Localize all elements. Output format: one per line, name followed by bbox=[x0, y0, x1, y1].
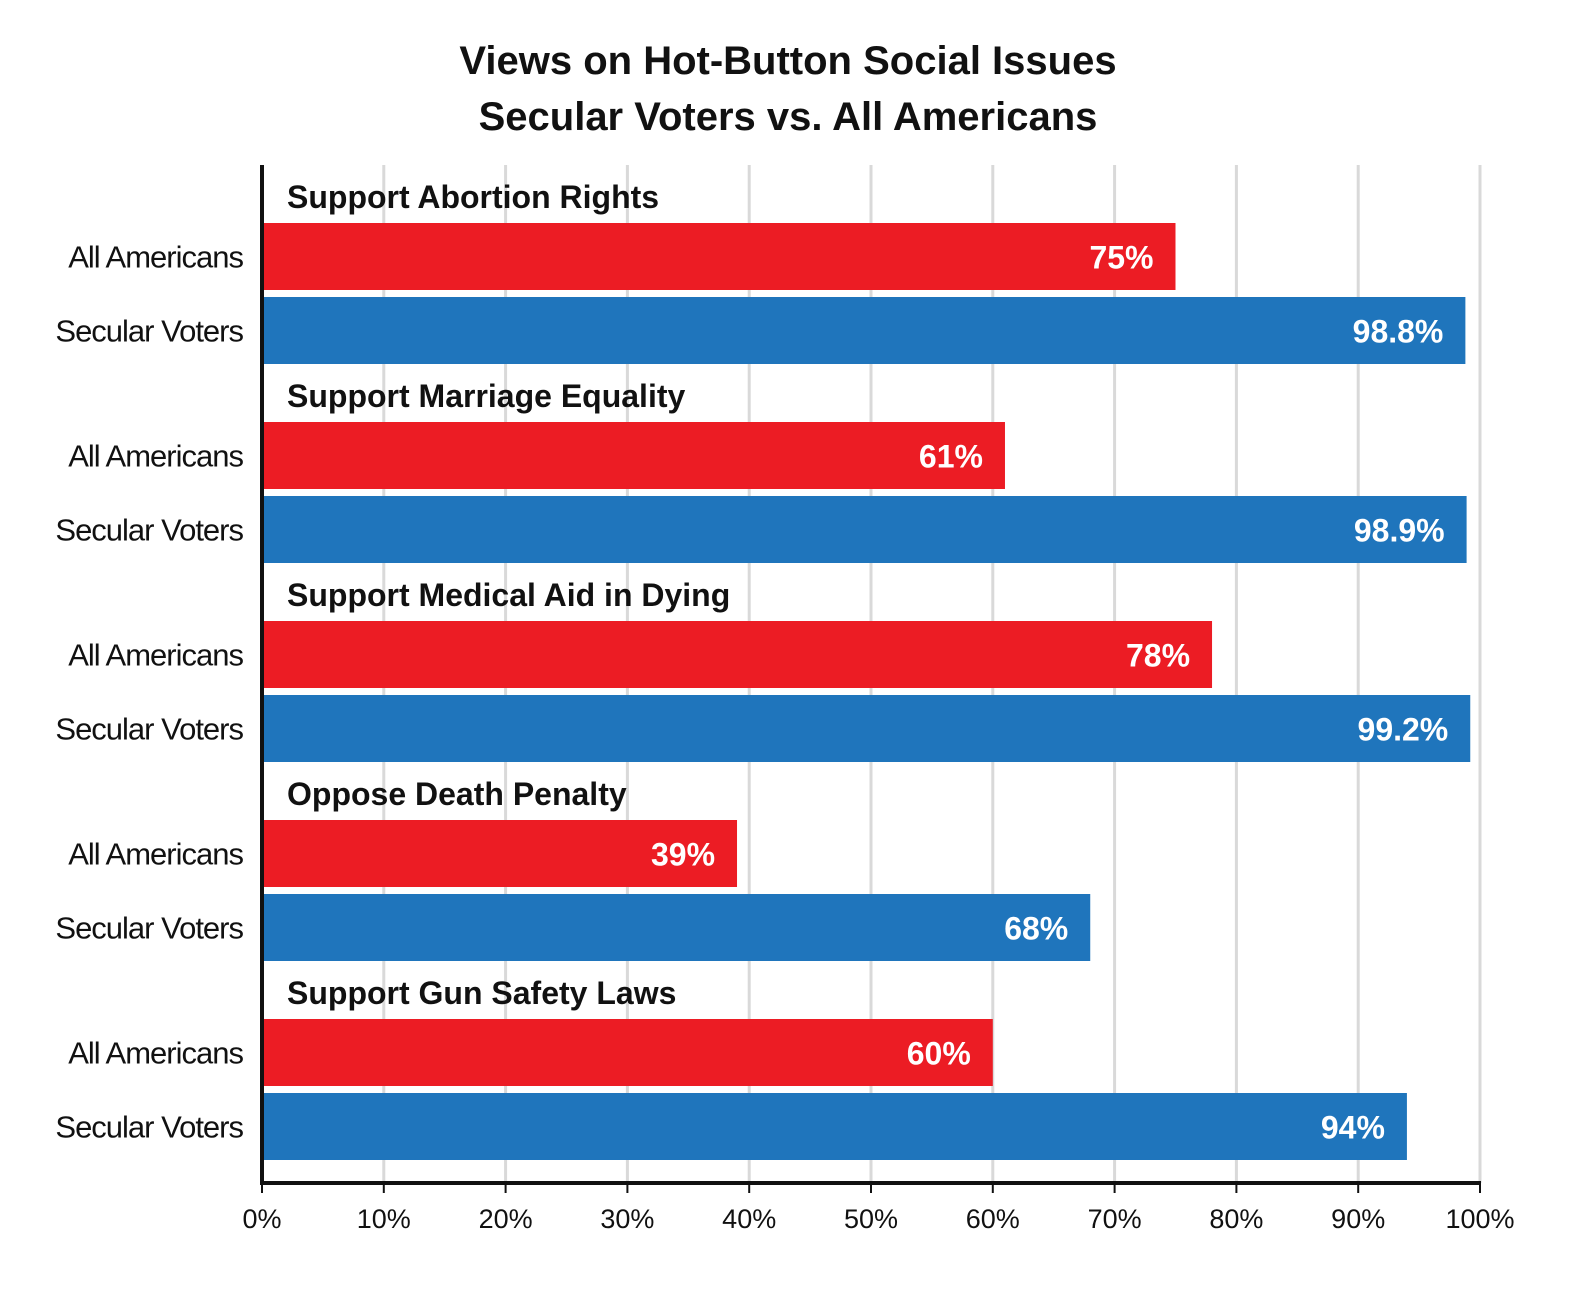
group-title: Support Medical Aid in Dying bbox=[287, 577, 730, 613]
bar bbox=[262, 422, 1005, 489]
bar-category-label: All Americans bbox=[68, 1036, 243, 1071]
x-tick-label: 100% bbox=[1445, 1204, 1514, 1234]
bar-category-label: Secular Voters bbox=[55, 911, 243, 946]
bar bbox=[262, 496, 1467, 563]
group-title: Support Marriage Equality bbox=[287, 378, 685, 414]
bar-category-label: Secular Voters bbox=[55, 1110, 243, 1145]
group-title: Support Abortion Rights bbox=[287, 179, 659, 215]
bar-value-label: 60% bbox=[907, 1036, 971, 1072]
bar-category-label: Secular Voters bbox=[55, 712, 243, 747]
bar bbox=[262, 223, 1176, 290]
bar-value-label: 94% bbox=[1321, 1110, 1385, 1146]
bar bbox=[262, 695, 1471, 762]
bar bbox=[262, 297, 1466, 364]
x-tick-label: 40% bbox=[722, 1204, 776, 1234]
x-tick-label: 50% bbox=[844, 1204, 898, 1234]
bar-category-label: Secular Voters bbox=[55, 314, 243, 349]
x-tick-label: 80% bbox=[1209, 1204, 1263, 1234]
x-tick-label: 70% bbox=[1088, 1204, 1142, 1234]
group-title: Oppose Death Penalty bbox=[287, 776, 627, 812]
bar bbox=[262, 1093, 1407, 1160]
bar-category-label: All Americans bbox=[68, 837, 243, 872]
bar bbox=[262, 1019, 993, 1086]
x-tick-label: 10% bbox=[357, 1204, 411, 1234]
bar-value-label: 98.8% bbox=[1353, 314, 1444, 350]
bar-category-label: All Americans bbox=[68, 240, 243, 275]
bar-category-label: All Americans bbox=[68, 638, 243, 673]
bar bbox=[262, 621, 1213, 688]
bar-category-label: Secular Voters bbox=[55, 513, 243, 548]
x-tick-label: 90% bbox=[1331, 1204, 1385, 1234]
bar-value-label: 99.2% bbox=[1358, 712, 1449, 748]
bar bbox=[262, 820, 738, 887]
bar-value-label: 61% bbox=[919, 439, 983, 475]
bar-value-label: 98.9% bbox=[1354, 513, 1445, 549]
chart-title-line-1: Views on Hot-Button Social Issues bbox=[459, 39, 1116, 83]
labels: 0% 10% 20% 30% 40% 50% 60% 70% 80% 90% 100% Support… bbox=[55, 179, 1514, 1234]
axes bbox=[260, 165, 1481, 1193]
bar-value-label: 78% bbox=[1126, 638, 1190, 674]
x-tick-label: 60% bbox=[966, 1204, 1020, 1234]
bar-category-label: All Americans bbox=[68, 439, 243, 474]
bars bbox=[262, 223, 1471, 1160]
x-tick-label: 20% bbox=[479, 1204, 533, 1234]
bar-value-label: 75% bbox=[1089, 240, 1153, 276]
bar-value-label: 68% bbox=[1004, 911, 1068, 947]
bar bbox=[262, 894, 1091, 961]
bar-value-label: 39% bbox=[651, 837, 715, 873]
x-tick-label: 0% bbox=[242, 1204, 281, 1234]
group-title: Support Gun Safety Laws bbox=[287, 975, 676, 1011]
x-tick-label: 30% bbox=[600, 1204, 654, 1234]
chart-title-line-2: Secular Voters vs. All Americans bbox=[479, 95, 1098, 139]
